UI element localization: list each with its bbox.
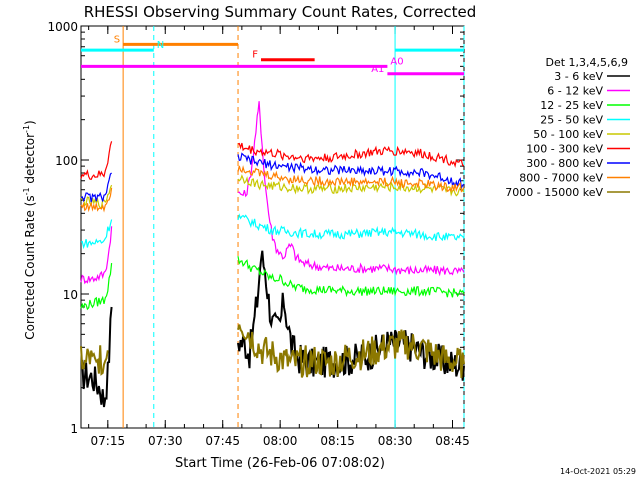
y-axis-label-mid: detector xyxy=(23,133,37,188)
flag-bar-label: S xyxy=(114,34,120,45)
legend-entry-label: 6 - 12 keV xyxy=(547,85,603,98)
y-axis-label: Corrected Count Rate (s-1 detector-1) xyxy=(22,120,37,339)
plot-frame xyxy=(80,25,465,429)
legend-entry-label: 7000 - 15000 keV xyxy=(505,186,603,199)
legend-entry-label: 50 - 100 keV xyxy=(533,128,603,141)
x-tick-label: 08:45 xyxy=(435,434,470,448)
series-line xyxy=(80,187,113,213)
series-line xyxy=(80,184,113,209)
x-tick-label: 07:30 xyxy=(148,434,183,448)
y-tick-label: 1 xyxy=(70,422,78,436)
series-line xyxy=(80,226,113,285)
flag-bar-label: F xyxy=(252,50,258,61)
series-line xyxy=(237,256,465,298)
x-axis-label: Start Time (26-Feb-06 07:08:02) xyxy=(175,456,385,471)
flag-bar-label: A1 xyxy=(371,64,384,75)
legend-entry-label: 100 - 300 keV xyxy=(526,143,603,156)
series-line xyxy=(237,101,465,277)
y-axis-label-main: Corrected Count Rate (s xyxy=(23,195,37,339)
series-line xyxy=(237,213,465,242)
x-tick-label: 08:30 xyxy=(378,434,413,448)
series-line xyxy=(80,306,113,408)
x-tick-label: 07:45 xyxy=(205,434,240,448)
y-tick-label: 1000 xyxy=(47,20,78,34)
chart-title: RHESSI Observing Summary Count Rates, Co… xyxy=(84,3,477,21)
series-line xyxy=(237,174,465,197)
flag-bar-label: A0 xyxy=(390,56,403,67)
flag-bar-label: N xyxy=(157,40,164,51)
y-tick-label: 10 xyxy=(63,288,78,302)
plot-area: 1 10 100 1000 07:15 07:30 07:45 08:00 08:15 08:30… xyxy=(47,20,469,448)
legend-entry-label: 3 - 6 keV xyxy=(554,70,603,83)
series-line xyxy=(237,142,465,168)
series-line xyxy=(80,141,113,180)
y-axis-label-end: ) xyxy=(23,120,37,125)
series-line xyxy=(237,165,465,193)
series-line xyxy=(80,345,109,376)
series-line xyxy=(237,152,465,191)
legend-entry-label: 800 - 7000 keV xyxy=(519,172,603,185)
legend-entry-label: 300 - 800 keV xyxy=(526,157,603,170)
series-line xyxy=(80,263,113,311)
legend-entry-label: 12 - 25 keV xyxy=(540,99,603,112)
series-line xyxy=(80,219,113,250)
x-tick-label: 08:15 xyxy=(320,434,355,448)
x-tick-label: 07:15 xyxy=(91,434,126,448)
x-tick-label: 08:00 xyxy=(263,434,298,448)
legend-entry-label: 25 - 50 keV xyxy=(540,114,603,127)
y-axis-label-sup2: -1 xyxy=(22,125,31,133)
y-axis-label-sup1: -1 xyxy=(22,187,31,195)
legend-title: Det 1,3,4,5,6,9 xyxy=(545,56,628,69)
footer-timestamp: 14-Oct-2021 05:29 xyxy=(560,467,636,476)
y-tick-label: 100 xyxy=(55,154,78,168)
series-line xyxy=(237,324,465,379)
series-line xyxy=(80,172,113,203)
